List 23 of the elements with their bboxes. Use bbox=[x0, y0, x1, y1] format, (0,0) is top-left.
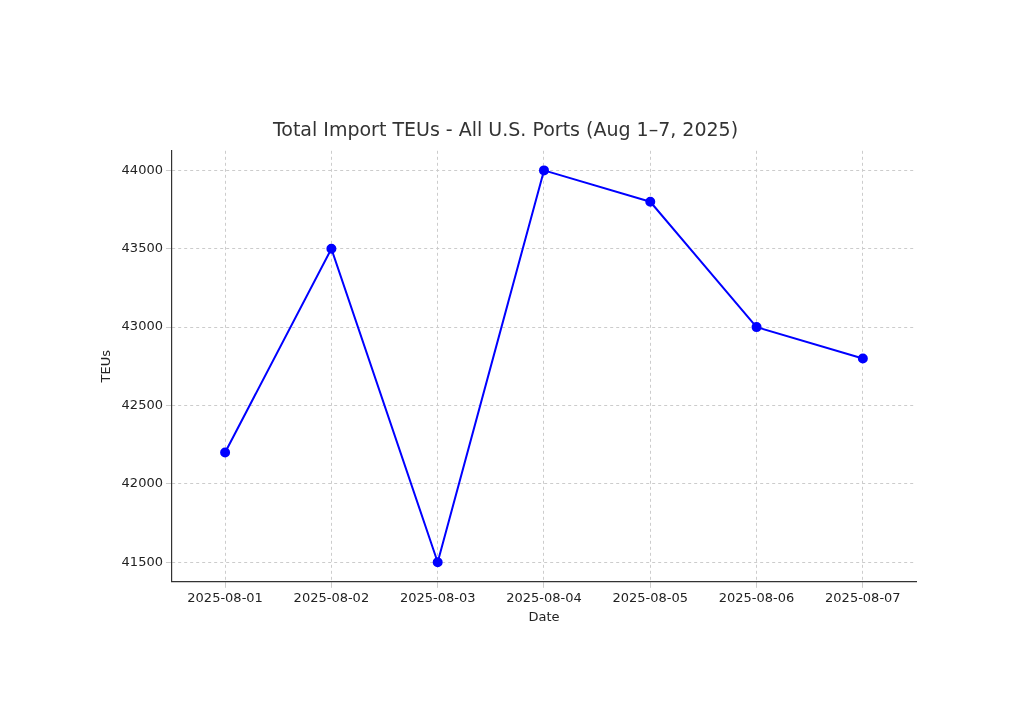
x-tick-label: 2025-08-01 bbox=[187, 589, 263, 605]
point bbox=[538, 165, 549, 176]
x-axis-title: Date bbox=[528, 608, 560, 624]
point bbox=[326, 243, 337, 254]
point bbox=[751, 322, 762, 333]
y-axis-title: TEUs bbox=[98, 349, 114, 384]
y-tick-label: 42500 bbox=[121, 396, 163, 412]
x-tick-label: 2025-08-04 bbox=[506, 589, 582, 605]
point bbox=[645, 196, 656, 207]
point bbox=[220, 447, 231, 458]
x-tick-label: 2025-08-03 bbox=[399, 589, 476, 605]
y-tick-label: 44000 bbox=[121, 161, 163, 177]
x-tick-label: 2025-08-07 bbox=[825, 589, 901, 605]
y-tick-label: 42000 bbox=[121, 475, 163, 491]
point bbox=[857, 353, 868, 364]
y-tick-label: 43500 bbox=[121, 240, 163, 256]
x-tick-label: 2025-08-06 bbox=[718, 589, 795, 605]
y-tick-label: 43000 bbox=[121, 318, 163, 334]
chart-title: Total Import TEUs - All U.S. Ports (Aug 1–7, 2025) bbox=[271, 118, 739, 141]
y-tick-label: 41500 bbox=[121, 553, 163, 569]
x-tick-label: 2025-08-02 bbox=[293, 589, 370, 605]
x-tick-label: 2025-08-05 bbox=[612, 589, 689, 605]
point bbox=[432, 557, 443, 568]
